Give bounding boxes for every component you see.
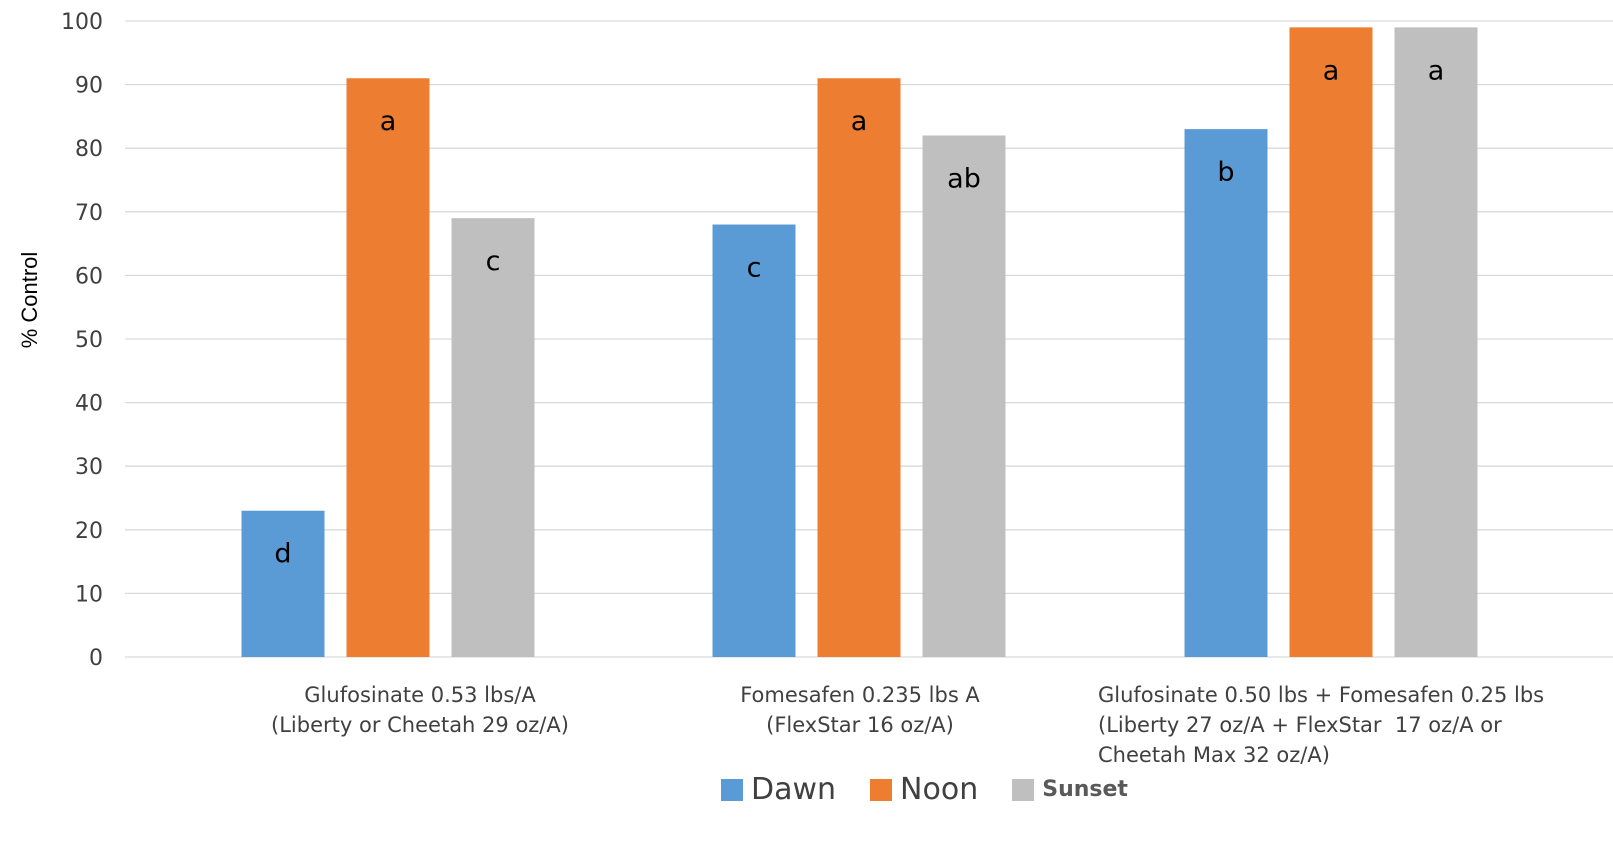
bar-noon [346,78,430,658]
y-tick-label: 90 [75,74,103,99]
y-tick-label: 10 [75,582,103,607]
bar-dawn [712,224,796,657]
data-label: ab [947,163,981,194]
legend-swatch-sunset [1012,778,1035,801]
legend-item-noon: Noon [870,772,978,807]
legend-swatch-dawn [721,778,743,801]
data-label: c [747,253,762,284]
x-tick-label: Glufosinate 0.50 lbs + Fomesafen 0.25 lb… [1098,683,1545,767]
x-tick-label: Fomesafen 0.235 lbs A (FlexStar 16 oz/A) [740,683,980,737]
data-label: a [1323,55,1340,86]
legend: Dawn Noon Sunset [721,772,1128,807]
data-label: a [380,106,397,137]
y-tick-label: 70 [75,201,103,226]
legend-item-sunset: Sunset [1012,777,1128,802]
legend-label-sunset: Sunset [1042,777,1128,802]
bar-sunset [451,218,535,657]
y-tick-label: 60 [75,264,103,289]
data-label: a [851,106,868,137]
bar-sunset [1394,27,1478,658]
y-tick-label: 0 [89,646,103,671]
y-tick-label: 50 [75,328,103,353]
bar-dawn [241,510,325,657]
data-label: b [1217,157,1234,188]
y-axis-label: % Control [17,251,42,349]
bar-noon [817,78,901,658]
legend-swatch-noon [870,778,893,801]
y-tick-label: 80 [75,137,103,162]
y-tick-label: 30 [75,455,103,480]
y-tick-label: 100 [61,10,103,35]
y-tick-label: 20 [75,519,103,544]
legend-label-noon: Noon [900,772,979,807]
bar-dawn [1184,129,1268,657]
data-label: a [1428,55,1445,86]
x-tick-label: Glufosinate 0.53 lbs/A (Liberty or Cheet… [271,683,569,737]
y-tick-label: 40 [75,392,103,417]
bar-noon [1289,27,1373,658]
legend-label-dawn: Dawn [751,772,837,807]
legend-item-dawn: Dawn [721,772,836,807]
data-label: c [486,246,501,277]
bar-sunset [922,135,1006,658]
data-label: d [274,539,291,570]
